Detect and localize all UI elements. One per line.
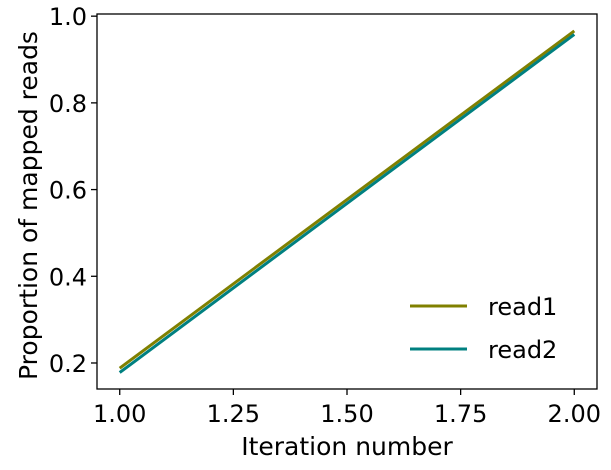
x-tick-label: 1.25 <box>207 400 260 428</box>
x-tick-label: 1.00 <box>93 400 146 428</box>
x-tick-label: 1.75 <box>434 400 487 428</box>
y-tick-label: 0.4 <box>49 263 87 291</box>
series-line-read1 <box>118 29 576 370</box>
x-axis-title: Iteration number <box>241 432 453 461</box>
series-line-read2 <box>118 33 576 374</box>
y-axis-title: Proportion of mapped reads <box>14 31 43 380</box>
y-tick-label: 1.0 <box>49 3 87 31</box>
y-tick-label: 0.8 <box>49 90 87 118</box>
legend-label-read1: read1 <box>488 293 557 321</box>
x-axis: 1.00 1.25 1.50 1.75 2.00 <box>93 389 601 428</box>
y-tick-label: 0.2 <box>49 350 87 378</box>
legend-label-read2: read2 <box>488 336 557 364</box>
series-group <box>118 29 576 374</box>
y-axis: 0.2 0.4 0.6 0.8 1.0 <box>49 3 97 378</box>
legend: read1 read2 <box>410 293 557 364</box>
y-tick-label: 0.6 <box>49 177 87 205</box>
x-tick-label: 2.00 <box>548 400 601 428</box>
x-tick-label: 1.50 <box>320 400 373 428</box>
